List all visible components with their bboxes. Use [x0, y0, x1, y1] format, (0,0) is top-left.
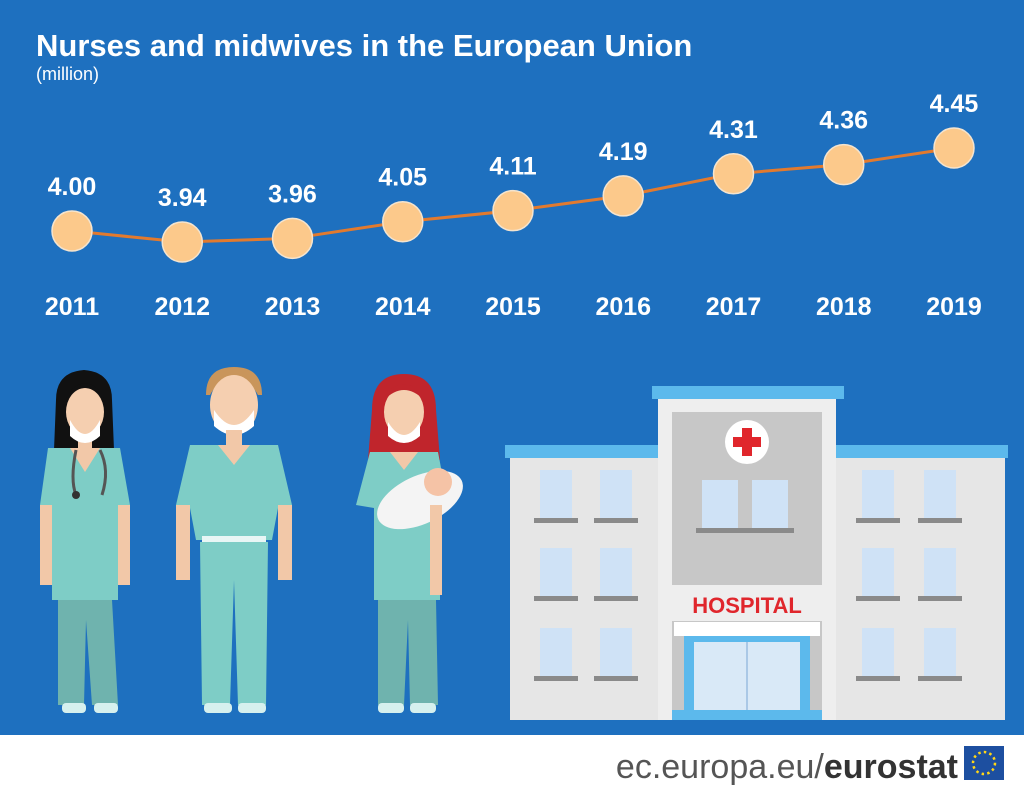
x-tick-label: 2013 — [265, 293, 321, 321]
footer-source: ec.europa.eu/eurostat — [616, 748, 958, 786]
data-label: 4.05 — [378, 164, 427, 192]
data-label: 4.19 — [599, 138, 648, 166]
data-label: 4.11 — [489, 153, 536, 181]
x-tick-label: 2014 — [375, 293, 431, 321]
footer-site: ec.europa.eu/ — [616, 748, 824, 786]
data-label: 4.36 — [819, 107, 868, 135]
x-tick-label: 2016 — [595, 293, 651, 321]
chart-title: Nurses and midwives in the European Unio… — [36, 28, 692, 63]
data-label: 3.96 — [268, 180, 317, 208]
data-point — [51, 210, 93, 252]
x-tick-label: 2011 — [45, 293, 99, 321]
data-label: 4.00 — [48, 173, 97, 201]
data-point — [492, 189, 534, 232]
hospital-illustration: HOSPITAL — [505, 386, 1008, 720]
line-chart: 4.00 2011 3.94 2012 3.96 2013 4.05 2014 4.11 2015… — [45, 90, 982, 321]
footer — [0, 735, 1024, 794]
hospital-sign: HOSPITAL — [692, 593, 802, 618]
data-label: 4.31 — [709, 116, 758, 144]
chart-subtitle: (million) — [36, 64, 99, 84]
data-point — [271, 217, 314, 260]
data-point — [933, 127, 975, 169]
data-label: 4.45 — [930, 90, 979, 118]
midwife-illustration — [356, 374, 463, 713]
footer-brand: eurostat — [824, 748, 958, 786]
x-tick-label: 2015 — [485, 293, 541, 321]
data-point — [382, 200, 424, 243]
x-tick-label: 2019 — [926, 293, 982, 321]
x-tick-label: 2012 — [154, 293, 210, 321]
nurse-illustration — [40, 370, 130, 713]
x-tick-label: 2017 — [706, 293, 762, 321]
data-point — [823, 143, 865, 186]
eu-flag — [964, 746, 1004, 780]
nurse-illustration — [176, 367, 292, 713]
data-label: 3.94 — [158, 184, 207, 212]
x-tick-label: 2018 — [816, 293, 872, 321]
data-point — [602, 175, 644, 217]
data-point — [712, 153, 755, 195]
data-point — [161, 221, 203, 263]
